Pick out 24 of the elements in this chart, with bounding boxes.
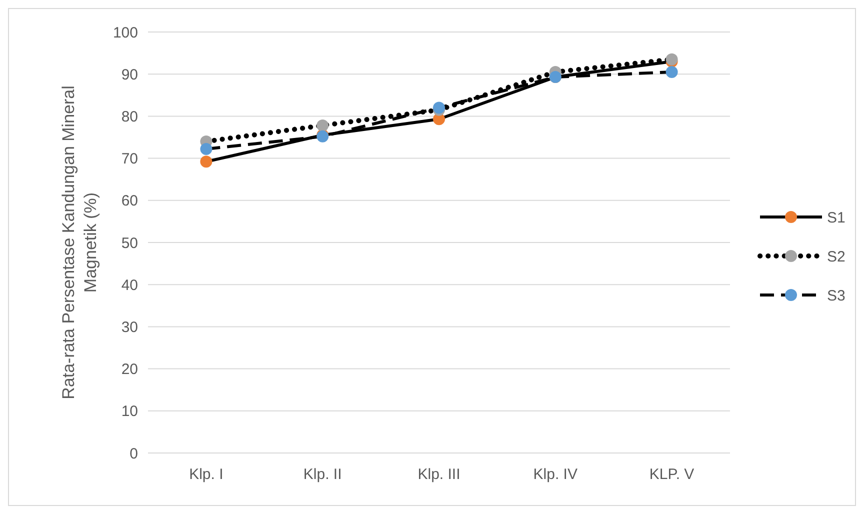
x-tick-label: KLP. V xyxy=(649,466,694,483)
point xyxy=(316,119,329,132)
y-tick-label: 0 xyxy=(130,445,138,462)
x-tick-label: Klp. II xyxy=(303,466,342,483)
x-tick-label: Klp. III xyxy=(418,466,460,483)
x-tick-label: Klp. I xyxy=(189,466,224,483)
y-tick-label: 100 xyxy=(112,24,138,42)
y-tick-label: 30 xyxy=(121,318,138,336)
y-tick-label: 70 xyxy=(121,150,138,168)
y-tick-label: 10 xyxy=(121,403,138,420)
point xyxy=(200,143,212,156)
y-axis-title: Rata-rata Persentase Kandungan Mineral Magnetik (%) xyxy=(59,86,100,400)
y-tick-label: 90 xyxy=(121,66,138,84)
y-tick-label: 60 xyxy=(121,192,138,210)
y-tick-label: 20 xyxy=(121,361,138,378)
y-tick-label: 80 xyxy=(121,108,138,126)
point xyxy=(666,66,678,78)
y-tick-label: 40 xyxy=(121,276,138,294)
y-tick-label: 50 xyxy=(121,234,138,252)
legend-label: S1 xyxy=(827,209,846,226)
legend-label: S2 xyxy=(827,248,846,266)
legend-label: S3 xyxy=(827,287,846,304)
x-tick-label: Klp. IV xyxy=(533,466,578,483)
point xyxy=(200,156,212,168)
